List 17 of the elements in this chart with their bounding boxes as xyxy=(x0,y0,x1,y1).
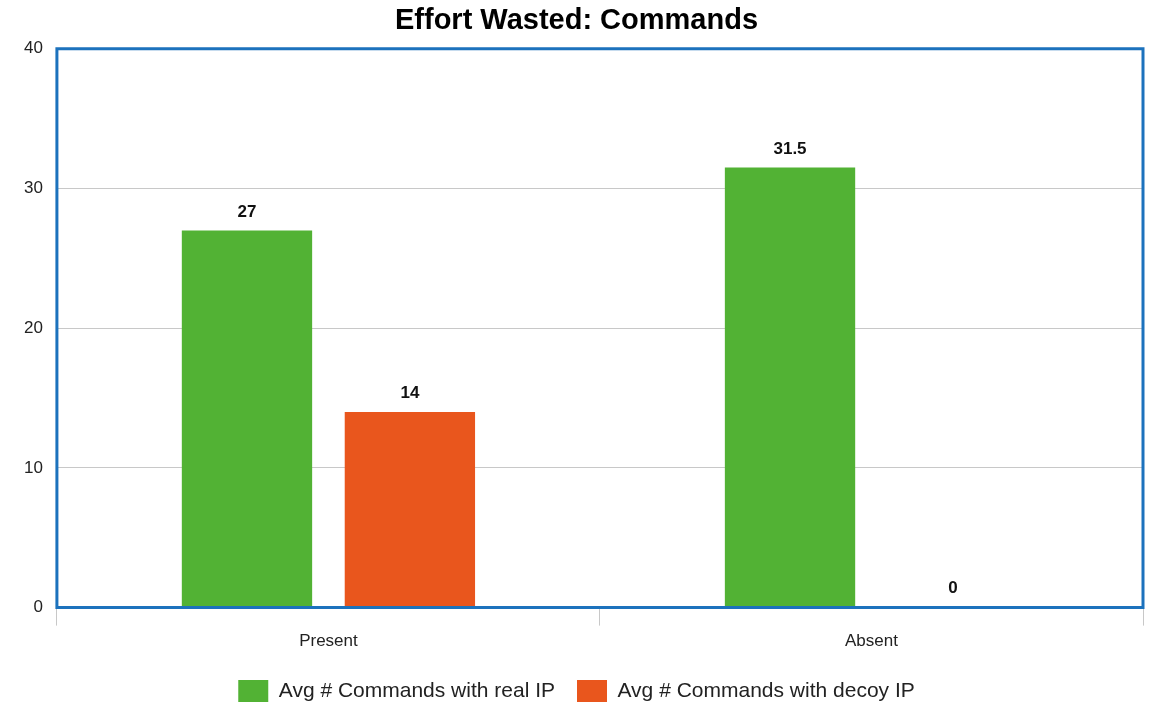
legend-label: Avg # Commands with real IP xyxy=(278,677,555,701)
bar xyxy=(344,412,476,608)
x-tick-label: Present xyxy=(299,631,358,651)
y-tick-label: 20 xyxy=(23,317,43,337)
x-tick-label: Absent xyxy=(845,631,899,651)
data-label: 27 xyxy=(237,201,257,221)
data-label: 31.5 xyxy=(773,138,807,158)
data-label: 0 xyxy=(948,577,958,597)
y-tick-label: 0 xyxy=(33,597,43,617)
y-tick-label: 30 xyxy=(23,178,43,198)
data-label: 14 xyxy=(400,383,420,403)
y-tick-label: 40 xyxy=(23,38,43,58)
bar xyxy=(724,167,856,608)
chart-title: Effort Wasted: Commands xyxy=(394,3,759,36)
legend-label: Avg # Commands with decoy IP xyxy=(617,677,915,701)
bar xyxy=(181,230,313,608)
y-tick-label: 10 xyxy=(23,457,43,477)
